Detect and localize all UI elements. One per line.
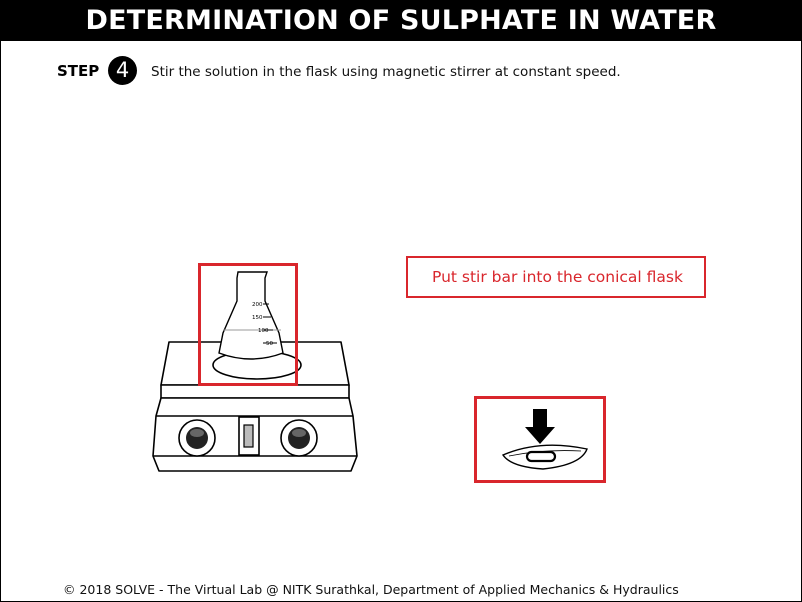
step-number-badge: 4 — [108, 56, 137, 85]
graduation-label: 50 — [266, 341, 273, 347]
power-switch-icon — [238, 416, 260, 456]
step-label: STEP — [57, 62, 100, 80]
graduation-label: 100 — [258, 328, 269, 334]
stir-bar-item[interactable] — [474, 396, 606, 483]
graduation-label: 150 — [252, 315, 263, 321]
step-instruction: Stir the solution in the flask using mag… — [151, 64, 621, 80]
stir-bar-watch-glass-icon — [501, 409, 588, 470]
conical-flask-target[interactable] — [198, 263, 298, 386]
conical-flask-icon — [218, 271, 284, 360]
page-title: DETERMINATION OF SULPHATE IN WATER — [1, 1, 801, 41]
graduation-label: 200 — [252, 302, 263, 308]
copyright-footer: © 2018 SOLVE - The Virtual Lab @ NITK Su… — [63, 582, 679, 597]
hint-message: Put stir bar into the conical flask — [406, 256, 706, 298]
right-knob-icon — [280, 419, 318, 457]
left-knob-icon — [178, 419, 216, 457]
